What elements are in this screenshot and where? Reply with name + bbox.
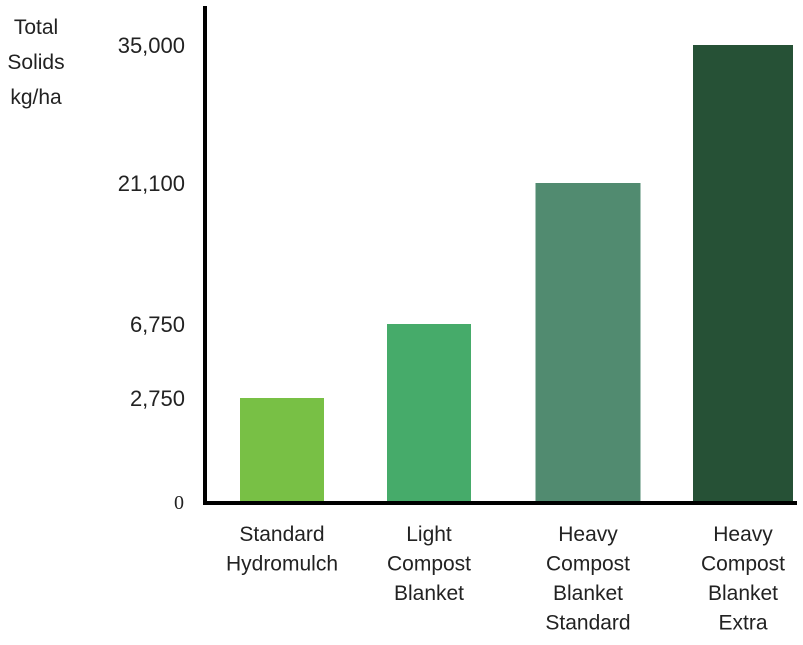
x-category-label-line: Compost <box>701 553 785 576</box>
x-category-label-line: Extra <box>718 612 767 635</box>
y-axis-label-line: kg/ha <box>10 86 62 109</box>
bar <box>240 398 324 503</box>
x-category-label-line: Standard <box>545 612 630 635</box>
x-category-label-line: Blanket <box>553 582 623 605</box>
x-category-label: Heavy Compost Blanket Standard <box>545 523 630 635</box>
x-category-label: Heavy Compost Blanket Extra <box>701 523 785 635</box>
x-category-label-line: Blanket <box>394 582 464 605</box>
y-axis-label-line: Solids <box>7 51 64 74</box>
y-tick-label: 35,000 <box>118 33 185 58</box>
y-tick-label: 6,750 <box>130 312 185 337</box>
x-category-label: Standard Hydromulch <box>226 523 338 576</box>
x-category-label-line: Light <box>406 523 452 546</box>
bar <box>693 45 793 503</box>
y-axis-label: Total Solids kg/ha <box>7 16 64 109</box>
x-category-label-line: Hydromulch <box>226 553 338 576</box>
x-category-label-line: Standard <box>239 523 324 546</box>
x-category-label: Light Compost Blanket <box>387 523 471 605</box>
y-tick-label: 2,750 <box>130 386 185 411</box>
x-category-label-line: Compost <box>387 553 471 576</box>
y-axis-label-line: Total <box>14 16 58 39</box>
y-tick-label: 0 <box>174 492 184 514</box>
y-tick-label: 21,100 <box>118 171 185 196</box>
x-category-label-line: Compost <box>546 553 630 576</box>
bars <box>240 45 793 503</box>
x-category-label-line: Blanket <box>708 582 778 605</box>
x-category-label-line: Heavy <box>558 523 618 546</box>
y-axis-ticks: 0 2,750 6,750 21,100 35,000 <box>118 33 185 514</box>
bar <box>387 324 471 503</box>
x-category-label-line: Heavy <box>713 523 773 546</box>
bar <box>535 183 641 503</box>
